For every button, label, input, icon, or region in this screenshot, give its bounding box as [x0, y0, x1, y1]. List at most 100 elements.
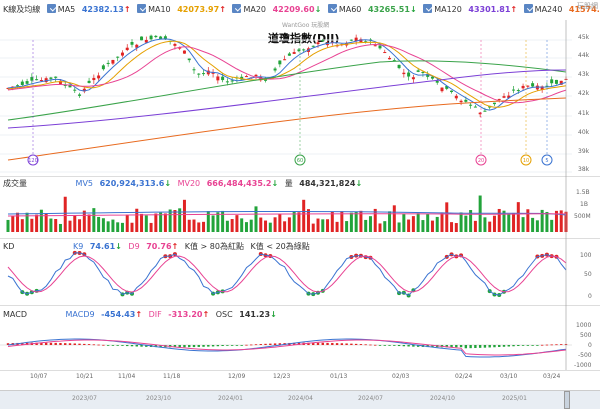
volume-bar	[554, 210, 558, 232]
vol-legend: 量 484,321,824↓	[285, 179, 362, 188]
osc-bar	[407, 345, 410, 347]
navigator-handle[interactable]	[564, 391, 570, 409]
ma240-label: MA240	[534, 5, 563, 14]
volume-panel-divider	[0, 176, 600, 177]
candle-body	[111, 59, 115, 64]
osc-bar	[388, 345, 391, 346]
osc-bar	[97, 344, 100, 346]
ma20-value: 42209.60	[272, 5, 315, 14]
volume-bar	[440, 212, 444, 232]
checkbox-icon[interactable]	[137, 4, 147, 13]
osc-bar	[483, 345, 487, 348]
d9-value: 70.76	[146, 242, 172, 251]
volume-bar	[135, 208, 139, 232]
candle-body	[140, 36, 144, 41]
checkbox-icon[interactable]	[523, 4, 533, 13]
ma-marker-label: 60	[297, 158, 303, 164]
ma5-label: MA5	[57, 5, 76, 14]
osc-bar	[445, 345, 448, 348]
footer-date: 2024/01	[218, 395, 243, 402]
candle-body	[426, 74, 430, 77]
footer-date: 2023/07	[72, 395, 97, 402]
osc-bar	[502, 345, 506, 347]
volume-bar	[368, 216, 372, 232]
osc-bar	[44, 342, 48, 345]
osc-bar	[488, 345, 491, 348]
range-navigator[interactable]: 2023/07 2023/10 2024/01 2024/04 2024/07 …	[0, 390, 600, 409]
ma20-legend[interactable]: MA20 42209.60↓	[232, 4, 322, 14]
candle-body	[101, 65, 105, 70]
volume-bar	[25, 212, 29, 232]
candle-body	[540, 86, 544, 90]
candle-body	[82, 88, 86, 92]
ma240-legend[interactable]: MA240 41574.71↑	[523, 4, 600, 14]
candle-body	[378, 45, 382, 49]
volume-bar	[202, 221, 206, 232]
candle-body	[116, 56, 120, 58]
main-y-tick: 39k	[578, 148, 590, 155]
kd-y-tick: 50	[584, 271, 592, 278]
ma60-legend[interactable]: MA60 43265.51↓	[327, 4, 417, 14]
volume-bar	[397, 222, 401, 232]
kd-y-tick: 0	[588, 293, 592, 300]
candle-body	[39, 80, 43, 82]
osc-bar	[512, 345, 515, 347]
osc-bar	[316, 342, 320, 345]
dif-label: DIF	[148, 310, 162, 319]
macd-y-tick: -500	[578, 352, 592, 359]
candle-body	[225, 81, 229, 83]
checkbox-icon[interactable]	[327, 4, 337, 13]
candle-body	[311, 45, 315, 47]
checkbox-icon[interactable]	[46, 4, 56, 13]
candle-body	[192, 69, 196, 71]
volume-bar	[97, 216, 101, 232]
volume-bar	[559, 210, 563, 232]
volume-bar	[535, 220, 539, 232]
candle-body	[25, 81, 29, 84]
candle-body	[120, 52, 124, 56]
volume-bar	[140, 213, 144, 232]
osc-bar	[83, 343, 86, 345]
volume-bar	[345, 221, 349, 232]
volume-bar	[87, 214, 91, 232]
candle-body	[445, 86, 449, 89]
ma10-legend[interactable]: MA10 42073.97↑	[137, 4, 226, 14]
checkbox-icon[interactable]	[232, 4, 242, 13]
macd9-legend: MACD9 -454.43↑	[66, 310, 143, 319]
volume-bar	[550, 219, 554, 232]
candle-body	[173, 43, 177, 46]
osc-bar	[178, 345, 181, 348]
osc-bar	[226, 345, 229, 346]
volume-bar	[383, 221, 387, 232]
volume-bar	[335, 221, 339, 232]
ma20-arrow: ↓	[314, 5, 322, 14]
osc-bar	[254, 344, 258, 346]
candle-body	[483, 110, 487, 112]
volume-bar	[526, 209, 530, 232]
ma-marker-circle	[27, 154, 39, 166]
x-date-label: 01/13	[330, 373, 348, 380]
ma120-legend[interactable]: MA120 43301.81↑	[423, 4, 517, 14]
ma-marker-circle	[541, 154, 553, 166]
checkbox-icon[interactable]	[423, 4, 433, 13]
volume-bar	[402, 214, 406, 232]
ma10-line	[7, 40, 567, 108]
osc-bar	[464, 345, 468, 349]
k9-label: K9	[72, 242, 84, 251]
osc-bar	[259, 344, 262, 345]
volume-bar	[82, 210, 86, 232]
volume-bar	[120, 222, 124, 232]
osc-bar	[521, 345, 525, 346]
ma240-value: 41574.71	[568, 5, 600, 14]
candle-body	[464, 99, 468, 102]
osc-bar	[116, 345, 119, 346]
volume-bar	[388, 211, 392, 232]
footer-date: 2024/07	[358, 395, 383, 402]
main-y-tick: 45k	[578, 34, 590, 41]
osc-bar	[197, 345, 200, 347]
candle-body	[30, 77, 34, 81]
osc-bar	[498, 345, 501, 348]
ma5-legend[interactable]: MA5 42382.13↑	[46, 4, 131, 14]
volume-bar	[278, 213, 282, 232]
candle-body	[182, 50, 186, 54]
